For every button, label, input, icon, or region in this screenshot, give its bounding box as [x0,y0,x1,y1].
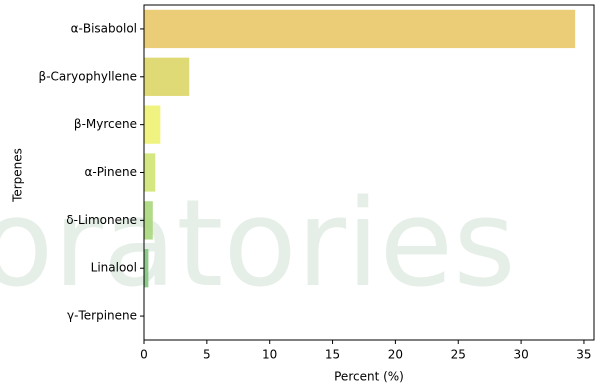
y-tick-label: β-Caryophyllene [39,69,137,83]
x-tick-label: 5 [203,348,211,362]
bar [144,201,153,240]
y-tick-label: β-Myrcene [74,117,137,131]
bar [144,153,156,192]
bar [144,249,149,288]
y-tick-label: Linalool [91,261,137,275]
bar [144,9,576,49]
y-tick-label: α-Bisabolol [71,21,137,35]
x-tick-label: 0 [140,348,148,362]
x-tick-label: 30 [513,348,528,362]
bar [144,105,161,144]
y-axis-label: Terpenes [11,148,25,203]
bar [144,57,190,96]
x-tick-label: 25 [451,348,466,362]
x-tick-label: 35 [576,348,591,362]
x-axis-label: Percent (%) [334,370,404,384]
y-tick-label: γ-Terpinene [67,309,137,323]
x-tick-label: 20 [388,348,403,362]
y-tick-label: α-Pinene [84,165,137,179]
x-tick-label: 10 [262,348,277,362]
y-tick-label: δ-Limonene [66,213,137,227]
x-tick-label: 15 [325,348,340,362]
watermark: oratories [0,175,516,314]
